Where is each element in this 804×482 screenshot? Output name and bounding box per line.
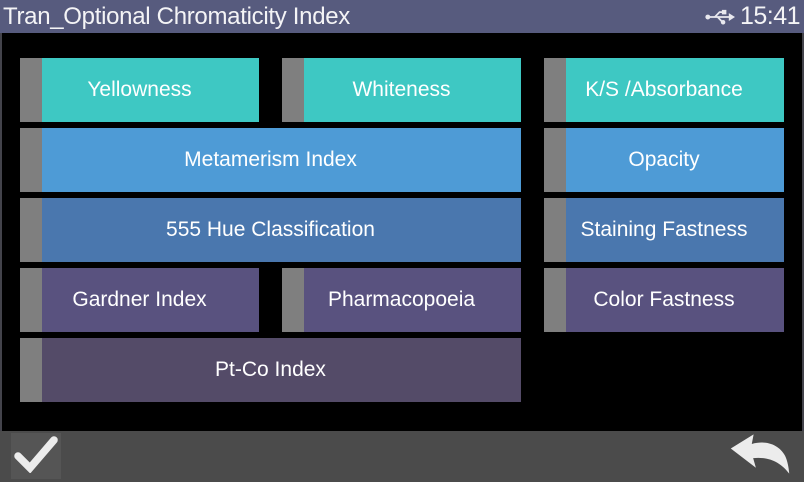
button-left-stripe — [20, 338, 42, 402]
button-label: Color Fastness — [593, 288, 735, 311]
button-pharmacopoeia[interactable]: Pharmacopoeia — [282, 268, 521, 332]
button-left-stripe — [544, 128, 566, 192]
button-left-stripe — [544, 268, 566, 332]
button-label: Staining Fastness — [580, 218, 748, 241]
button-color-fastness[interactable]: Color Fastness — [544, 268, 784, 332]
button-left-stripe — [544, 198, 566, 262]
button-555-hue-classification[interactable]: 555 Hue Classification — [20, 198, 521, 262]
button-left-stripe — [20, 128, 42, 192]
button-label: K/S /Absorbance — [585, 78, 743, 101]
button-left-stripe — [282, 58, 304, 122]
back-arrow-icon — [726, 433, 794, 480]
confirm-button[interactable] — [11, 433, 61, 479]
button-left-stripe — [20, 268, 42, 332]
button-label: Whiteness — [352, 78, 451, 101]
button-staining-fastness[interactable]: Staining Fastness — [544, 198, 784, 262]
button-label: Opacity — [628, 148, 700, 171]
button-label: Pt-Co Index — [215, 358, 326, 381]
button-metamerism-index[interactable]: Metamerism Index — [20, 128, 521, 192]
button-left-stripe — [20, 58, 42, 122]
page-title: Tran_Optional Chromaticity Index — [3, 3, 351, 30]
screen-edge-left — [0, 33, 2, 482]
button-ks-absorbance[interactable]: K/S /Absorbance — [544, 58, 784, 122]
button-opacity[interactable]: Opacity — [544, 128, 784, 192]
button-left-stripe — [20, 198, 42, 262]
button-left-stripe — [544, 58, 566, 122]
button-pt-co-index[interactable]: Pt-Co Index — [20, 338, 521, 402]
button-gardner-index[interactable]: Gardner Index — [20, 268, 259, 332]
back-button[interactable] — [724, 433, 796, 480]
button-yellowness[interactable]: Yellowness — [20, 58, 259, 122]
button-label: Metamerism Index — [184, 148, 357, 171]
button-label: Gardner Index — [72, 288, 207, 311]
screen-edge-right — [802, 33, 804, 482]
button-label: Pharmacopoeia — [327, 288, 476, 311]
button-left-stripe — [282, 268, 304, 332]
button-label: Yellowness — [87, 78, 192, 101]
button-label: 555 Hue Classification — [166, 218, 375, 241]
titlebar: Tran_Optional Chromaticity Index 15:41 — [0, 0, 804, 33]
status-area: 15:41 — [705, 2, 801, 31]
checkmark-icon — [13, 435, 59, 478]
clock: 15:41 — [739, 2, 801, 30]
usb-icon — [705, 7, 735, 27]
button-whiteness[interactable]: Whiteness — [282, 58, 521, 122]
bottom-toolbar — [0, 431, 804, 482]
